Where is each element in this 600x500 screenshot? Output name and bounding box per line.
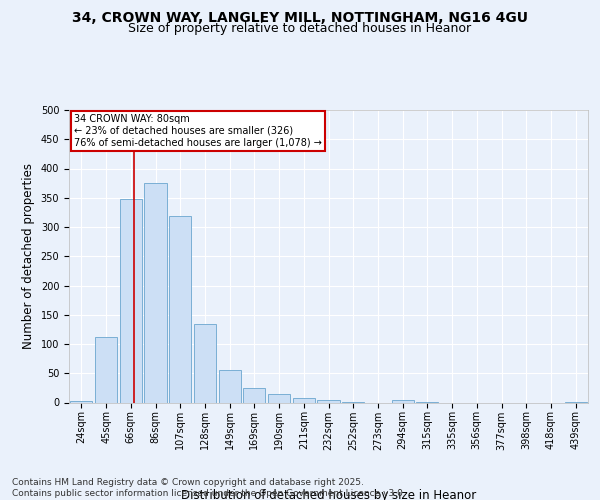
Bar — [145, 183, 167, 402]
Bar — [169, 216, 191, 402]
Text: Contains HM Land Registry data © Crown copyright and database right 2025.
Contai: Contains HM Land Registry data © Crown c… — [12, 478, 406, 498]
X-axis label: Distribution of detached houses by size in Heanor: Distribution of detached houses by size … — [181, 488, 476, 500]
Text: 34, CROWN WAY, LANGLEY MILL, NOTTINGHAM, NG16 4GU: 34, CROWN WAY, LANGLEY MILL, NOTTINGHAM,… — [72, 11, 528, 25]
Bar — [194, 324, 216, 402]
Bar — [317, 400, 340, 402]
Y-axis label: Number of detached properties: Number of detached properties — [22, 163, 35, 349]
Bar — [268, 394, 290, 402]
Bar — [293, 398, 315, 402]
Bar — [218, 370, 241, 402]
Bar — [70, 400, 92, 402]
Bar — [243, 388, 265, 402]
Bar — [119, 199, 142, 402]
Bar — [95, 337, 117, 402]
Bar — [392, 400, 414, 402]
Text: Size of property relative to detached houses in Heanor: Size of property relative to detached ho… — [128, 22, 472, 35]
Text: 34 CROWN WAY: 80sqm
← 23% of detached houses are smaller (326)
76% of semi-detac: 34 CROWN WAY: 80sqm ← 23% of detached ho… — [74, 114, 322, 148]
